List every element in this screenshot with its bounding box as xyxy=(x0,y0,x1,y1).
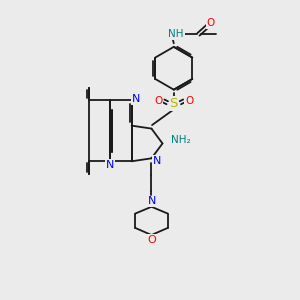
Text: O: O xyxy=(147,236,156,245)
Text: N: N xyxy=(132,94,140,104)
Text: N: N xyxy=(148,196,156,206)
Text: O: O xyxy=(185,96,194,106)
Text: N: N xyxy=(153,156,161,166)
Text: O: O xyxy=(207,18,215,28)
Text: S: S xyxy=(169,98,178,110)
Text: O: O xyxy=(154,96,162,106)
Text: NH₂: NH₂ xyxy=(171,136,191,146)
Text: N: N xyxy=(105,160,114,170)
Text: NH: NH xyxy=(168,29,184,39)
